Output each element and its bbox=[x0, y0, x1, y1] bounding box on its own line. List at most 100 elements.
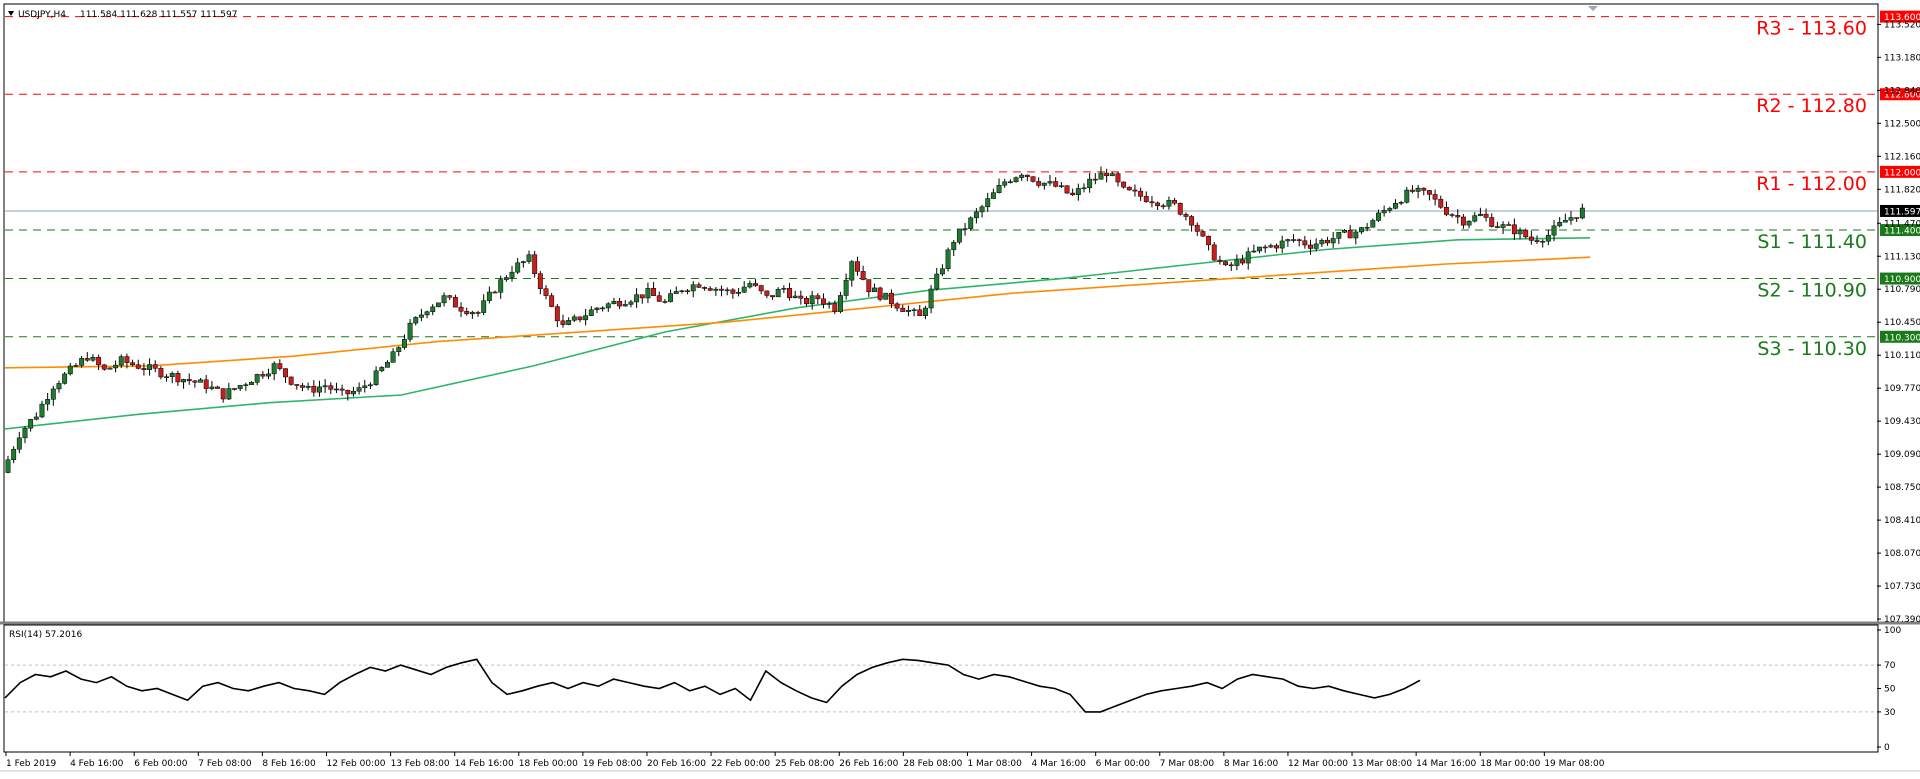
candle-down bbox=[900, 307, 906, 312]
price-tick-label: 111.470 bbox=[1884, 219, 1920, 229]
candle-down bbox=[175, 373, 181, 383]
candle-down bbox=[832, 303, 838, 312]
candle-up bbox=[107, 367, 113, 370]
candle-up bbox=[1234, 259, 1240, 266]
rsi-tick-label: 50 bbox=[1884, 685, 1896, 695]
candle-up bbox=[11, 448, 17, 460]
candle-up bbox=[622, 304, 628, 307]
candle-down bbox=[1121, 181, 1127, 188]
candle-down bbox=[549, 295, 555, 307]
candle-down bbox=[328, 385, 334, 390]
time-tick-label: 12 Mar 00:00 bbox=[1288, 759, 1348, 769]
candle-up bbox=[16, 437, 22, 450]
candle-up bbox=[305, 385, 311, 388]
candle-down bbox=[719, 288, 724, 291]
price-tick-label: 109.090 bbox=[1884, 450, 1920, 460]
candle-down bbox=[1489, 217, 1495, 227]
candle-up bbox=[147, 364, 153, 370]
candle-up bbox=[1098, 172, 1104, 180]
candle-down bbox=[1194, 224, 1200, 232]
candle-down bbox=[1494, 226, 1500, 228]
candle-down bbox=[1030, 176, 1036, 182]
level-tag-bg-r1 bbox=[1880, 165, 1920, 178]
candle-up bbox=[79, 358, 85, 366]
level-tag-s2: 110.900 bbox=[1884, 275, 1920, 285]
time-tick-label: 25 Feb 08:00 bbox=[775, 759, 834, 769]
candle-up bbox=[1268, 245, 1274, 248]
chart-header: USDJPY,H4 111.584 111.628 111.557 111.59… bbox=[8, 10, 237, 20]
candle-up bbox=[673, 291, 679, 294]
candle-down bbox=[758, 285, 764, 292]
level-label-r1: R1 - 112.00 bbox=[1756, 173, 1867, 195]
candle-up bbox=[254, 374, 260, 383]
candle-up bbox=[181, 379, 187, 383]
moving-averages bbox=[4, 237, 1591, 430]
candle-up bbox=[713, 288, 719, 291]
candle-down bbox=[1053, 181, 1059, 187]
candle-down bbox=[537, 273, 543, 289]
level-label-s3: S3 - 110.30 bbox=[1757, 338, 1867, 360]
candle-down bbox=[1325, 239, 1330, 244]
candle-down bbox=[1443, 207, 1449, 215]
chart-shift-marker-icon[interactable] bbox=[1588, 6, 1598, 11]
current-price-tag: 111.597 bbox=[1884, 207, 1920, 217]
candle-up bbox=[118, 356, 124, 366]
candle-up bbox=[1313, 243, 1319, 249]
candle-up bbox=[503, 277, 509, 280]
time-tick-label: 1 Feb 2019 bbox=[6, 759, 57, 769]
candle-down bbox=[1511, 224, 1517, 235]
symbol-menu-icon[interactable] bbox=[8, 11, 14, 16]
candle-down bbox=[651, 288, 657, 296]
candle-up bbox=[1166, 200, 1172, 207]
time-tick-label: 6 Feb 00:00 bbox=[134, 759, 188, 769]
candle-down bbox=[707, 288, 713, 291]
candle-up bbox=[1500, 224, 1506, 228]
symbol-label: USDJPY,H4 bbox=[18, 10, 66, 20]
candle-up bbox=[39, 403, 45, 418]
candle-up bbox=[1381, 209, 1387, 214]
candle-down bbox=[1426, 190, 1432, 195]
rsi-tick-label: 30 bbox=[1884, 708, 1896, 718]
price-tick-label: 108.410 bbox=[1884, 516, 1920, 526]
candle-up bbox=[724, 289, 730, 292]
candle-up bbox=[1002, 181, 1008, 186]
level-label-s2: S2 - 110.90 bbox=[1757, 280, 1867, 302]
candle-up bbox=[1370, 220, 1376, 228]
candle-up bbox=[1359, 227, 1364, 233]
candle-down bbox=[894, 303, 900, 309]
candle-down bbox=[1172, 200, 1178, 204]
candle-up bbox=[605, 303, 611, 309]
candle-down bbox=[1523, 229, 1529, 238]
candle-up bbox=[985, 198, 991, 208]
level-tag-r2: 112.800 bbox=[1884, 91, 1920, 101]
ma-slow-line bbox=[4, 256, 1591, 369]
candle-up bbox=[486, 291, 492, 301]
candle-up bbox=[249, 382, 254, 385]
candle-up bbox=[1364, 226, 1370, 229]
candle-down bbox=[1262, 246, 1268, 249]
candle-down bbox=[1092, 178, 1098, 181]
candle-up bbox=[1540, 240, 1546, 243]
candle-up bbox=[928, 288, 934, 309]
candle-up bbox=[5, 459, 11, 473]
candle-up bbox=[520, 261, 526, 264]
candle-down bbox=[662, 301, 668, 303]
candle-up bbox=[1285, 239, 1291, 242]
level-tag-r3: 113.600 bbox=[1884, 13, 1920, 23]
candle-up bbox=[1081, 187, 1087, 190]
rsi-tick-label: 100 bbox=[1884, 626, 1901, 636]
candle-down bbox=[804, 298, 809, 305]
candle-up bbox=[50, 388, 56, 400]
price-tick-label: 113.180 bbox=[1884, 53, 1920, 63]
candle-up bbox=[334, 388, 339, 391]
candle-down bbox=[1438, 198, 1444, 208]
candle-up bbox=[62, 373, 68, 384]
candle-down bbox=[1104, 172, 1110, 177]
candle-down bbox=[798, 295, 804, 299]
candle-down bbox=[917, 309, 923, 317]
time-tick-label: 13 Mar 08:00 bbox=[1352, 759, 1412, 769]
candle-up bbox=[1019, 174, 1025, 178]
time-tick-label: 1 Mar 08:00 bbox=[967, 759, 1022, 769]
candle-up bbox=[441, 295, 447, 304]
time-tick-label: 13 Feb 08:00 bbox=[391, 759, 450, 769]
